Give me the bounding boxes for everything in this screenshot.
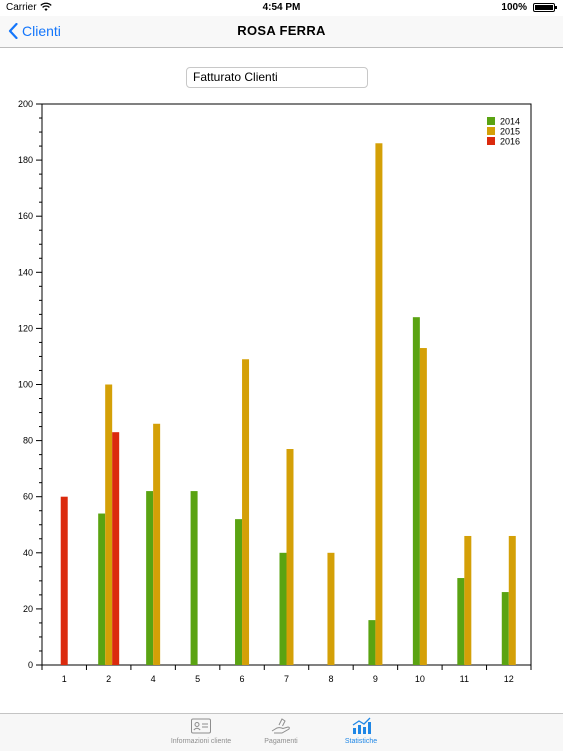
y-tick-label: 60 [23, 492, 33, 502]
bar-2014 [235, 519, 243, 665]
bar-2015 [242, 359, 250, 665]
x-tick-label: 4 [151, 674, 156, 684]
status-bar: Carrier 4:54 PM 100% [0, 0, 563, 16]
battery-icon [533, 3, 557, 12]
bar-2016 [112, 432, 120, 665]
x-tick-label: 1 [62, 674, 67, 684]
wifi-icon [40, 2, 52, 11]
legend-swatch-2015 [487, 127, 495, 135]
clock-time: 4:54 PM [262, 2, 301, 13]
tab-statistiche-label: Statistiche [344, 738, 378, 745]
x-tick-label: 12 [504, 674, 514, 684]
x-tick-label: 7 [284, 674, 289, 684]
bar-2015 [105, 384, 113, 665]
back-button-label: Clienti [22, 23, 61, 39]
x-tick-label: 10 [415, 674, 425, 684]
bar-chart-icon [352, 717, 371, 734]
bar-2015 [375, 143, 383, 665]
x-tick-label: 11 [460, 674, 469, 684]
hand-payment-icon [271, 718, 290, 734]
x-tick-label: 5 [195, 674, 200, 684]
bar-2015 [286, 449, 294, 665]
carrier-label: Carrier [6, 2, 37, 13]
bar-2016 [60, 496, 68, 665]
x-tick-label: 6 [240, 674, 245, 684]
y-tick-label: 40 [23, 548, 33, 558]
bar-2015 [419, 348, 427, 665]
bar-2014 [412, 317, 420, 665]
tab-bar: Informazioni cliente Pagamenti Statistic… [0, 713, 563, 751]
y-tick-label: 200 [18, 99, 33, 109]
y-tick-label: 160 [18, 211, 33, 221]
bar-2015 [153, 423, 161, 665]
x-tick-label: 2 [106, 674, 111, 684]
bar-2014 [190, 491, 198, 665]
chevron-left-icon [8, 23, 18, 39]
tab-pagamenti-label: Pagamenti [264, 738, 298, 745]
legend-label-2014: 2014 [500, 117, 520, 127]
navigation-bar: Clienti ROSA FERRA [0, 16, 563, 48]
x-tick-label: 9 [373, 674, 378, 684]
legend-label-2016: 2016 [500, 137, 520, 147]
tab-pagamenti[interactable]: Pagamenti [236, 716, 326, 745]
y-tick-label: 100 [18, 380, 33, 390]
battery-percentage: 100% [501, 2, 527, 13]
legend-swatch-2014 [487, 117, 495, 125]
y-tick-label: 20 [23, 604, 33, 614]
bar-2014 [457, 578, 465, 665]
contact-card-icon [191, 718, 211, 734]
bar-2014 [146, 491, 154, 665]
bar-2015 [327, 552, 335, 665]
bar-2014 [368, 620, 376, 665]
page-title: ROSA FERRA [237, 23, 326, 38]
tab-informazioni-cliente[interactable]: Informazioni cliente [156, 716, 246, 745]
legend-swatch-2016 [487, 137, 495, 145]
legend-label-2015: 2015 [500, 127, 520, 137]
bar-2015 [508, 535, 516, 665]
y-tick-label: 180 [18, 155, 33, 165]
x-tick-label: 8 [328, 674, 333, 684]
bar-2014 [279, 552, 287, 665]
y-tick-label: 140 [18, 267, 33, 277]
y-tick-label: 120 [18, 323, 33, 333]
bar-2014 [501, 592, 509, 665]
chart-type-selector[interactable]: Fatturato Clienti [186, 67, 368, 88]
bar-2015 [464, 535, 472, 665]
back-button[interactable]: Clienti [8, 21, 61, 41]
tab-statistiche[interactable]: Statistiche [316, 716, 406, 745]
y-tick-label: 0 [28, 660, 33, 670]
bar-2014 [98, 513, 106, 665]
tab-informazioni-cliente-label: Informazioni cliente [170, 738, 232, 745]
y-tick-label: 80 [23, 436, 33, 446]
